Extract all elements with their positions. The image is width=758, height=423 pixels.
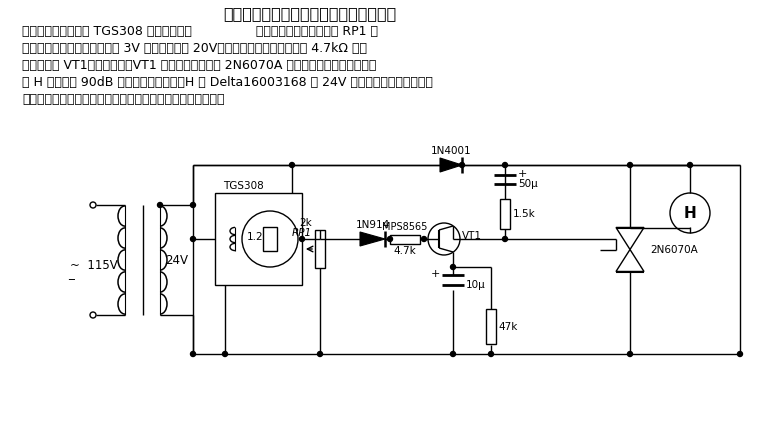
Circle shape xyxy=(459,162,465,168)
Circle shape xyxy=(488,352,493,357)
Bar xyxy=(215,193,302,285)
Text: 加至晶体管 VT1，使之导通，VT1 导通使双向晶闸管 2N6070A 导通。由此全波交流电压驱: 加至晶体管 VT1，使之导通，VT1 导通使双向晶闸管 2N6070A 导通。由… xyxy=(22,59,377,72)
Text: 10μ: 10μ xyxy=(466,280,486,290)
Text: 1N4001: 1N4001 xyxy=(431,146,471,156)
Bar xyxy=(263,227,277,251)
Circle shape xyxy=(158,203,162,208)
Text: 24V: 24V xyxy=(165,253,188,266)
Text: 动 H 产生高达 90dB 的声音，实现报警。H 为 Delta16003168 型 24V 交流报警器。当气体从传: 动 H 产生高达 90dB 的声音，实现报警。H 为 Delta16003168… xyxy=(22,76,433,89)
Circle shape xyxy=(318,352,322,357)
Circle shape xyxy=(299,236,305,242)
Circle shape xyxy=(503,162,508,168)
Text: 47k: 47k xyxy=(498,321,518,332)
Text: ~  115V: ~ 115V xyxy=(70,258,117,272)
Text: 在出现可燃性气体时 TGS308 型气体传感器                的电导增加，通过电位器 RP1 滑: 在出现可燃性气体时 TGS308 型气体传感器 的电导增加，通过电位器 RP1 … xyxy=(22,25,378,38)
Circle shape xyxy=(421,236,427,242)
Text: MPS8565: MPS8565 xyxy=(382,222,428,232)
Polygon shape xyxy=(440,158,462,172)
Circle shape xyxy=(628,352,632,357)
Circle shape xyxy=(628,162,632,168)
Bar xyxy=(390,234,420,244)
Text: VT1: VT1 xyxy=(462,231,482,241)
Circle shape xyxy=(738,352,743,357)
Text: +: + xyxy=(518,169,528,179)
Circle shape xyxy=(688,162,693,168)
Circle shape xyxy=(450,352,456,357)
Text: 4.7k: 4.7k xyxy=(393,246,416,256)
Circle shape xyxy=(190,352,196,357)
Circle shape xyxy=(387,236,393,242)
Text: 50μ: 50μ xyxy=(518,179,537,189)
Circle shape xyxy=(190,236,196,242)
Bar xyxy=(500,199,510,229)
Circle shape xyxy=(290,162,295,168)
Text: 1N914: 1N914 xyxy=(356,220,390,230)
Text: 2N6070A: 2N6070A xyxy=(650,244,698,255)
Text: TGS308: TGS308 xyxy=(223,181,264,191)
Circle shape xyxy=(190,203,196,208)
Text: 1.5k: 1.5k xyxy=(513,209,536,219)
Text: 采用双向晶闸管的气体、烟雾报警器电路: 采用双向晶闸管的气体、烟雾报警器电路 xyxy=(224,6,396,21)
Circle shape xyxy=(503,236,508,242)
Bar xyxy=(486,309,496,344)
Polygon shape xyxy=(360,232,385,246)
Text: 感器消失掉以后，电路恢复到原始状态，于是报警自动停止。: 感器消失掉以后，电路恢复到原始状态，于是报警自动停止。 xyxy=(22,93,224,106)
Text: H: H xyxy=(684,206,697,220)
Text: 2k: 2k xyxy=(299,218,312,228)
Text: RP1: RP1 xyxy=(292,228,312,238)
Text: 1.2: 1.2 xyxy=(247,232,264,242)
Circle shape xyxy=(450,264,456,269)
Text: +: + xyxy=(431,269,440,279)
Circle shape xyxy=(223,352,227,357)
Text: _: _ xyxy=(68,267,74,280)
Text: 动点取出电压，其值从正常的 3V 有效值增加到 20V。此升高的电压经二极管和 4.7kΩ 电阻: 动点取出电压，其值从正常的 3V 有效值增加到 20V。此升高的电压经二极管和 … xyxy=(22,42,367,55)
Bar xyxy=(315,230,325,268)
